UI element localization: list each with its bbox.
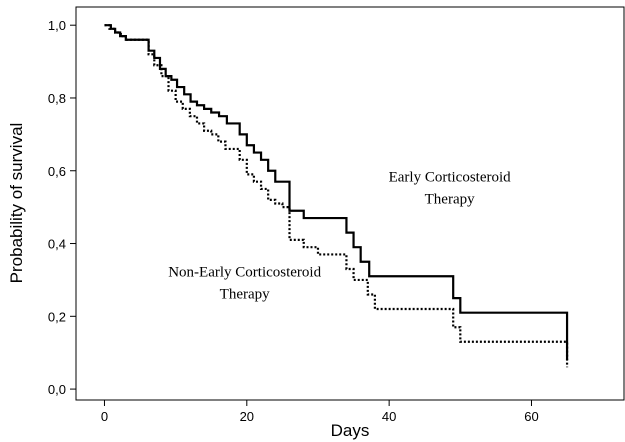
annotation-layer: Early Corticosteroid Therapy Non-Early Cor… bbox=[168, 170, 511, 303]
y-tick-label-0,2: 0,2 bbox=[48, 309, 66, 324]
y-axis-title: Probability of survival bbox=[7, 123, 26, 284]
series-dotted-line bbox=[104, 24, 569, 368]
x-tick-label-40: 40 bbox=[382, 409, 396, 424]
annotation-0-line-0: Early Corticosteroid bbox=[389, 170, 512, 186]
y-tick-label-1,0: 1,0 bbox=[48, 18, 66, 33]
series-solid-line bbox=[104, 24, 569, 360]
y-tick-label-0,4: 0,4 bbox=[48, 237, 66, 252]
annotation-1-line-1: Therapy bbox=[220, 286, 270, 302]
x-tick-label-20: 20 bbox=[240, 409, 254, 424]
annotation-0-line-1: Therapy bbox=[425, 192, 475, 208]
x-tick-label-60: 60 bbox=[524, 409, 538, 424]
y-axis: 0,0 0,2 0,4 0,6 0,8 1,0 bbox=[48, 18, 76, 397]
x-tick-label-0: 0 bbox=[101, 409, 108, 424]
x-axis-title: Days bbox=[331, 421, 370, 440]
annotation-1-line-0: Non-Early Corticosteroid bbox=[168, 264, 321, 280]
y-tick-label-0,0: 0,0 bbox=[48, 382, 66, 397]
plot-frame bbox=[75, 6, 625, 401]
y-tick-label-0,6: 0,6 bbox=[48, 164, 66, 179]
y-tick-label-0,8: 0,8 bbox=[48, 91, 66, 106]
x-axis: 0 20 40 60 bbox=[101, 400, 539, 424]
series-layer bbox=[104, 24, 569, 368]
